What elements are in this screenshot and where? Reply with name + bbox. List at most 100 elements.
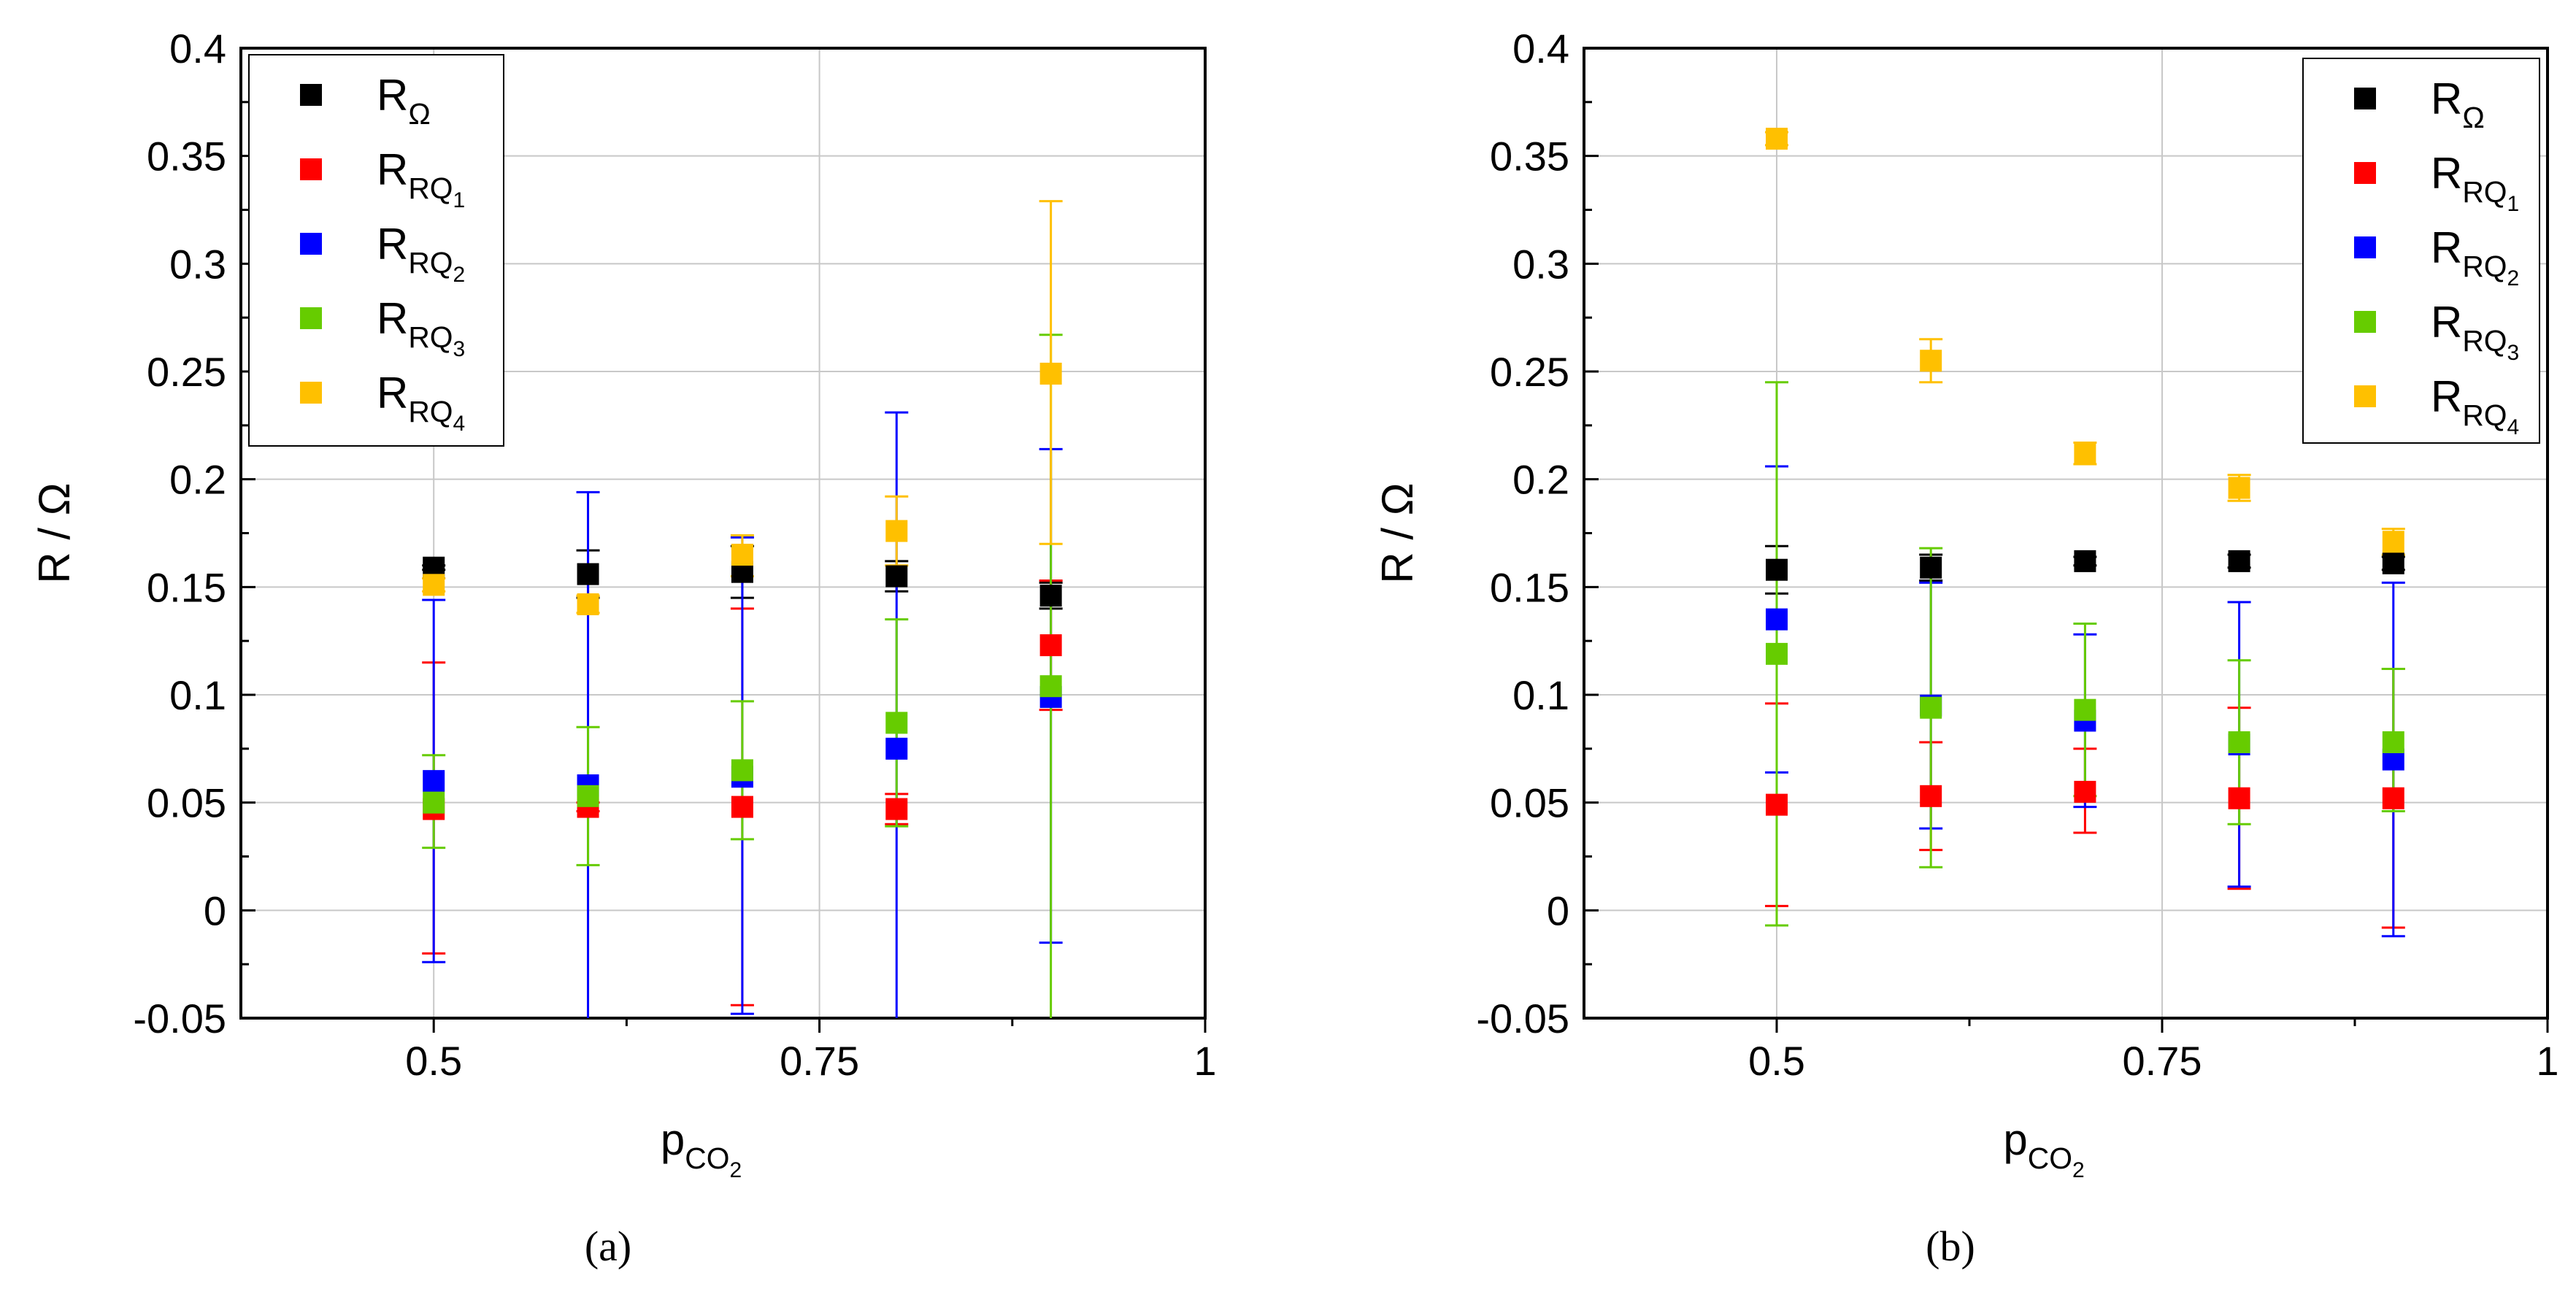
data-point [2228,787,2250,809]
y-tick-label: 0.25 [1490,349,1569,395]
y-tick-label: 0 [1547,887,1569,933]
data-point [2228,550,2250,572]
plot-frame [239,47,1207,1020]
legend-label-sub: RQ [2462,250,2507,283]
y-tick-label: -0.05 [133,995,226,1041]
legend-label-base: R [2431,372,2462,421]
x-axis-label: pCO2 [661,1115,742,1182]
legend-marker [2354,236,2376,258]
y-tick-label: 0.1 [1512,672,1569,718]
data-point [1039,675,1062,698]
data-point [1766,128,1788,150]
y-tick-label: 0.35 [147,134,226,180]
x-axis-label-sub: CO [2028,1141,2072,1175]
y-tick-label: 0.25 [147,349,226,395]
y-tick-label: 0 [204,887,226,933]
y-tick-label: 0.2 [169,457,226,503]
legend-label: RRQ4 [2431,372,2519,439]
data-point [1920,785,1942,807]
legend-label-sub: RQ [408,320,453,354]
x-axis-label: pCO2 [2003,1115,2084,1182]
data-point [885,712,908,734]
data-point [731,544,753,566]
data-point [2382,531,2404,553]
data-point [2074,550,2096,572]
legend-label-base: R [2431,298,2462,347]
y-tick-label: 0.3 [1512,241,1569,287]
y-tick-label: 0.4 [169,26,226,72]
data-point [577,563,599,585]
legend-label: RΩ [377,71,431,131]
series-markers-3 [423,675,1062,814]
x-axis-label-base: p [661,1115,685,1164]
data-point [1920,556,1942,579]
legend-label: RΩ [2431,74,2485,134]
legend-label-subsub: 2 [453,263,466,287]
y-tick-label: 0.15 [147,564,226,610]
data-point [1039,362,1062,385]
y-tick-label: 0.15 [1490,564,1569,610]
legend-label-sub: RQ [2462,324,2507,358]
data-point [2074,698,2096,721]
y-tick-label: 0.4 [1512,26,1569,72]
legend-label: RRQ3 [377,294,465,361]
legend-label-subsub: 4 [2507,415,2520,439]
legend-label-subsub: 4 [453,412,466,436]
data-point [2382,731,2404,753]
legend-label-subsub: 1 [453,188,466,212]
series-markers-0 [1766,550,2404,581]
data-point [423,574,445,596]
legend-label: RRQ3 [2431,298,2519,365]
legend-box [248,54,504,447]
y-tick-label: 0.35 [1490,134,1569,180]
x-tick-label: 1 [2536,1038,2558,1084]
x-tick-label: 0.75 [2123,1038,2202,1084]
legend-label-sub: RQ [408,172,453,205]
legend-marker [300,382,322,404]
data-point [423,770,445,793]
x-tick-label: 0.5 [405,1038,462,1084]
legend-label-subsub: 3 [2507,341,2520,365]
legend-box [2302,58,2540,444]
data-point [1039,585,1062,607]
panel-label-b: (b) [1926,1222,1975,1270]
legend-label-base: R [377,71,408,120]
y-tick-label: 0.05 [147,780,226,826]
legend-label-sub: RQ [2462,398,2507,432]
y-axis-label: R / Ω [1373,482,1422,583]
data-point [2074,780,2096,803]
legend-label: RRQ2 [2431,223,2519,290]
plot-frame [1583,47,2549,1020]
legend-label-base: R [377,145,408,194]
y-axis-label: R / Ω [30,482,79,583]
x-axis-label-subsub: 2 [729,1158,742,1182]
legend-label-sub: RQ [408,395,453,428]
legend-marker [300,307,322,329]
x-axis-label-subsub: 2 [2072,1158,2085,1182]
legend-label: RRQ1 [377,145,465,212]
data-point [2382,552,2404,574]
legend-label-sub: Ω [2462,101,2485,134]
legend-label: RRQ2 [377,220,465,287]
legend-marker [2354,385,2376,407]
legend-label-base: R [2431,223,2462,272]
data-point [1766,642,1788,665]
panel-label-a: (a) [585,1222,631,1270]
data-point [731,796,753,818]
legend-marker [300,158,322,180]
series-markers-1 [1766,780,2404,816]
data-point [2074,442,2096,465]
legend-label-base: R [377,220,408,269]
y-tick-label: 0.2 [1512,457,1569,503]
data-point [577,785,599,807]
y-tick-label: 0.05 [1490,780,1569,826]
legend-label: RRQ4 [377,369,465,436]
data-point [1766,608,1788,631]
data-point [885,737,908,760]
legend-marker [300,84,322,106]
data-point [1766,558,1788,581]
data-point [1920,696,1942,719]
legend-label-base: R [377,369,408,417]
